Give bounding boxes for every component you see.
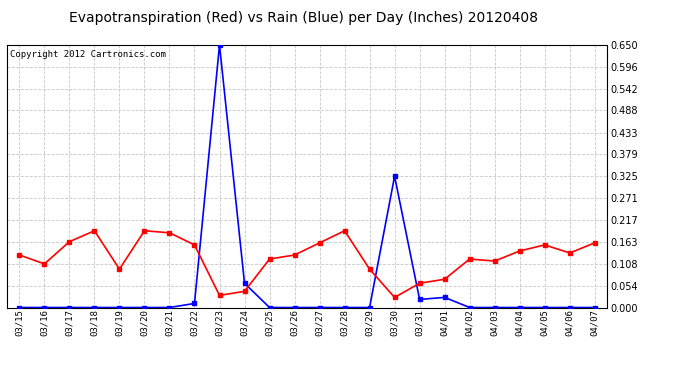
Text: Copyright 2012 Cartronics.com: Copyright 2012 Cartronics.com xyxy=(10,50,166,59)
Text: Evapotranspiration (Red) vs Rain (Blue) per Day (Inches) 20120408: Evapotranspiration (Red) vs Rain (Blue) … xyxy=(69,11,538,25)
